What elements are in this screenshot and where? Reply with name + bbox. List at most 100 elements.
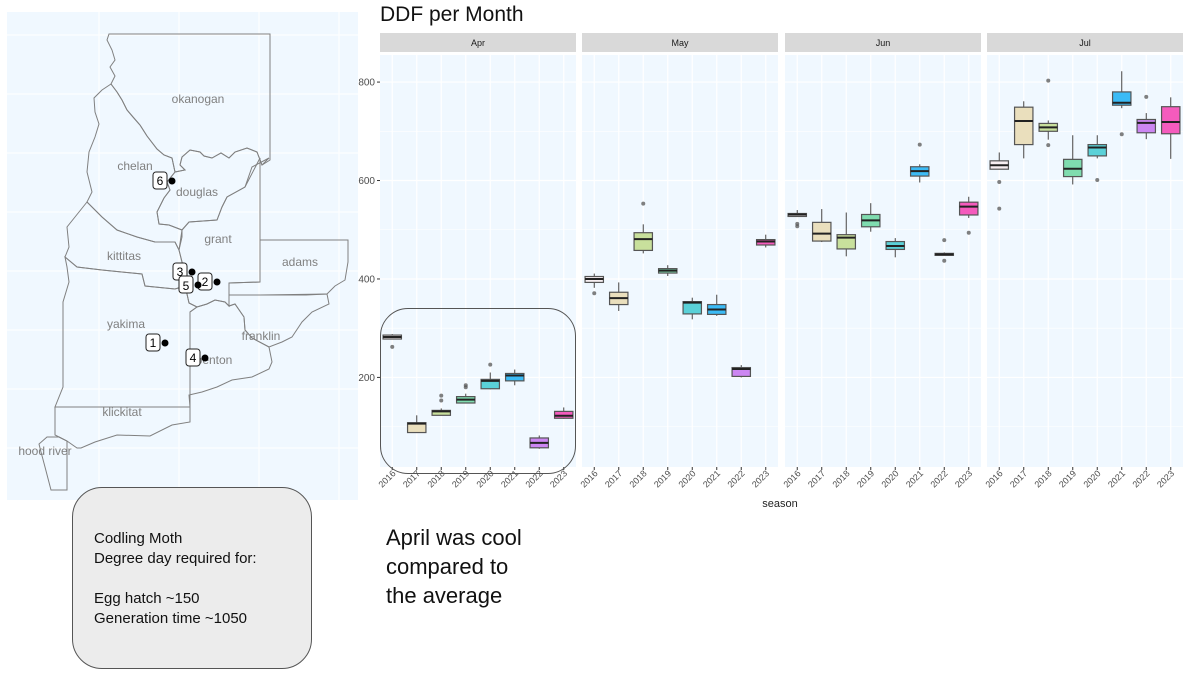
- x-tick-label: 2017: [806, 468, 827, 489]
- box-jun-2022[interactable]: [934, 238, 955, 263]
- site-point[interactable]: [161, 339, 169, 347]
- box-apr-2016[interactable]: [382, 334, 403, 349]
- box-jul-2018[interactable]: [1038, 78, 1059, 148]
- box-jul-2021[interactable]: [1111, 71, 1132, 137]
- facet-strip-label: Jun: [876, 38, 891, 48]
- box-may-2019[interactable]: [657, 265, 678, 277]
- box-outlier: [641, 201, 646, 206]
- site-marker[interactable]: 5: [178, 275, 202, 294]
- box-body[interactable]: [633, 232, 654, 252]
- panel-background: [380, 55, 576, 467]
- box-outlier: [795, 221, 800, 226]
- box-body[interactable]: [1013, 106, 1034, 146]
- county-kittitas: [64, 201, 186, 290]
- box-body[interactable]: [1087, 143, 1108, 157]
- county-label: grant: [204, 232, 232, 246]
- x-axis-label: season: [762, 498, 797, 510]
- site-marker[interactable]: 6: [152, 171, 176, 190]
- x-tick-label: 2016: [578, 468, 599, 489]
- box-jun-2023[interactable]: [958, 196, 979, 235]
- x-tick-label: 2019: [855, 468, 876, 489]
- box-may-2023[interactable]: [755, 234, 776, 248]
- site-point[interactable]: [188, 268, 196, 276]
- box-outlier: [390, 344, 395, 349]
- box-may-2017[interactable]: [608, 282, 629, 311]
- box-jun-2017[interactable]: [811, 209, 832, 243]
- site-label: 3: [177, 265, 184, 279]
- box-jul-2020[interactable]: [1087, 135, 1108, 183]
- box-apr-2020[interactable]: [480, 362, 501, 390]
- box-apr-2017[interactable]: [406, 415, 427, 434]
- box-body[interactable]: [811, 221, 832, 242]
- box-apr-2021[interactable]: [504, 369, 525, 386]
- box-apr-2019[interactable]: [455, 383, 476, 404]
- box-body[interactable]: [1160, 106, 1181, 135]
- x-tick-label: 2019: [450, 468, 471, 489]
- site-point[interactable]: [194, 281, 202, 289]
- x-tick-label: 2017: [603, 468, 624, 489]
- box-outlier: [942, 238, 947, 243]
- box-outlier: [966, 230, 971, 235]
- x-tick-label: 2017: [401, 468, 422, 489]
- site-marker[interactable]: 2: [197, 272, 221, 291]
- county-map: okanogan chelan douglas grant kittitas a…: [7, 12, 358, 500]
- box-jul-2017[interactable]: [1013, 101, 1034, 159]
- box-jul-2019[interactable]: [1062, 135, 1083, 185]
- x-tick-label: 2019: [652, 468, 673, 489]
- annotation-line: compared to: [386, 554, 509, 579]
- site-point[interactable]: [201, 354, 209, 362]
- box-jun-2019[interactable]: [860, 203, 881, 232]
- box-apr-2022[interactable]: [529, 435, 550, 449]
- box-jun-2018[interactable]: [836, 212, 857, 257]
- box-body[interactable]: [504, 372, 525, 382]
- annotation-line: April was cool: [386, 525, 522, 550]
- box-outlier: [488, 362, 493, 367]
- box-body[interactable]: [1136, 118, 1157, 134]
- site-markers: 1 2 3 4 5: [145, 171, 221, 367]
- facet-panel-apr: Apr 2016 2017 2018 2019 2020 2021 2022 2023: [376, 33, 576, 490]
- county-labels: okanogan chelan douglas grant kittitas a…: [18, 92, 318, 458]
- box-jul-2016[interactable]: [989, 152, 1010, 211]
- county-benton: [188, 299, 273, 408]
- site-label: 4: [190, 351, 197, 365]
- county-hood-river: [38, 436, 68, 491]
- box-body[interactable]: [480, 378, 501, 390]
- x-tick-label: 2020: [879, 468, 900, 489]
- box-jul-2022[interactable]: [1136, 94, 1157, 140]
- box-jun-2020[interactable]: [885, 238, 906, 258]
- site-label-box: [185, 348, 201, 367]
- annotation-line: the average: [386, 583, 503, 608]
- site-point[interactable]: [168, 177, 176, 185]
- box-may-2020[interactable]: [682, 297, 703, 320]
- box-outlier: [1046, 78, 1051, 83]
- x-tick-label: 2022: [928, 468, 949, 489]
- county-label: hood river: [18, 444, 71, 458]
- box-outlier: [592, 291, 597, 296]
- box-body[interactable]: [958, 201, 979, 216]
- chart-title: DDF per Month: [380, 3, 524, 26]
- info-line: Degree day required for:: [94, 550, 257, 567]
- box-body[interactable]: [731, 366, 752, 378]
- box-may-2018[interactable]: [633, 201, 654, 254]
- facet-strip: [785, 33, 981, 52]
- box-apr-2018[interactable]: [431, 393, 452, 416]
- box-jun-2016[interactable]: [787, 210, 808, 229]
- site-marker[interactable]: 1: [145, 333, 169, 352]
- box-may-2016[interactable]: [584, 273, 605, 296]
- site-point[interactable]: [213, 278, 221, 286]
- county-label: kittitas: [107, 249, 141, 263]
- map-canvas: okanogan chelan douglas grant kittitas a…: [7, 12, 358, 500]
- x-tick-label: 2023: [750, 468, 771, 489]
- facet-strip: [380, 33, 576, 52]
- site-marker[interactable]: 4: [185, 348, 209, 367]
- county-label: douglas: [176, 185, 218, 199]
- box-jul-2023[interactable]: [1160, 97, 1181, 159]
- x-tick-label: 2016: [781, 468, 802, 489]
- x-tick-label: 2023: [548, 468, 569, 489]
- county-label: okanogan: [172, 92, 225, 106]
- box-may-2021[interactable]: [706, 294, 727, 316]
- box-apr-2023[interactable]: [553, 407, 574, 419]
- box-may-2022[interactable]: [731, 365, 752, 378]
- box-jun-2021[interactable]: [909, 142, 930, 183]
- site-label-box: [178, 275, 194, 294]
